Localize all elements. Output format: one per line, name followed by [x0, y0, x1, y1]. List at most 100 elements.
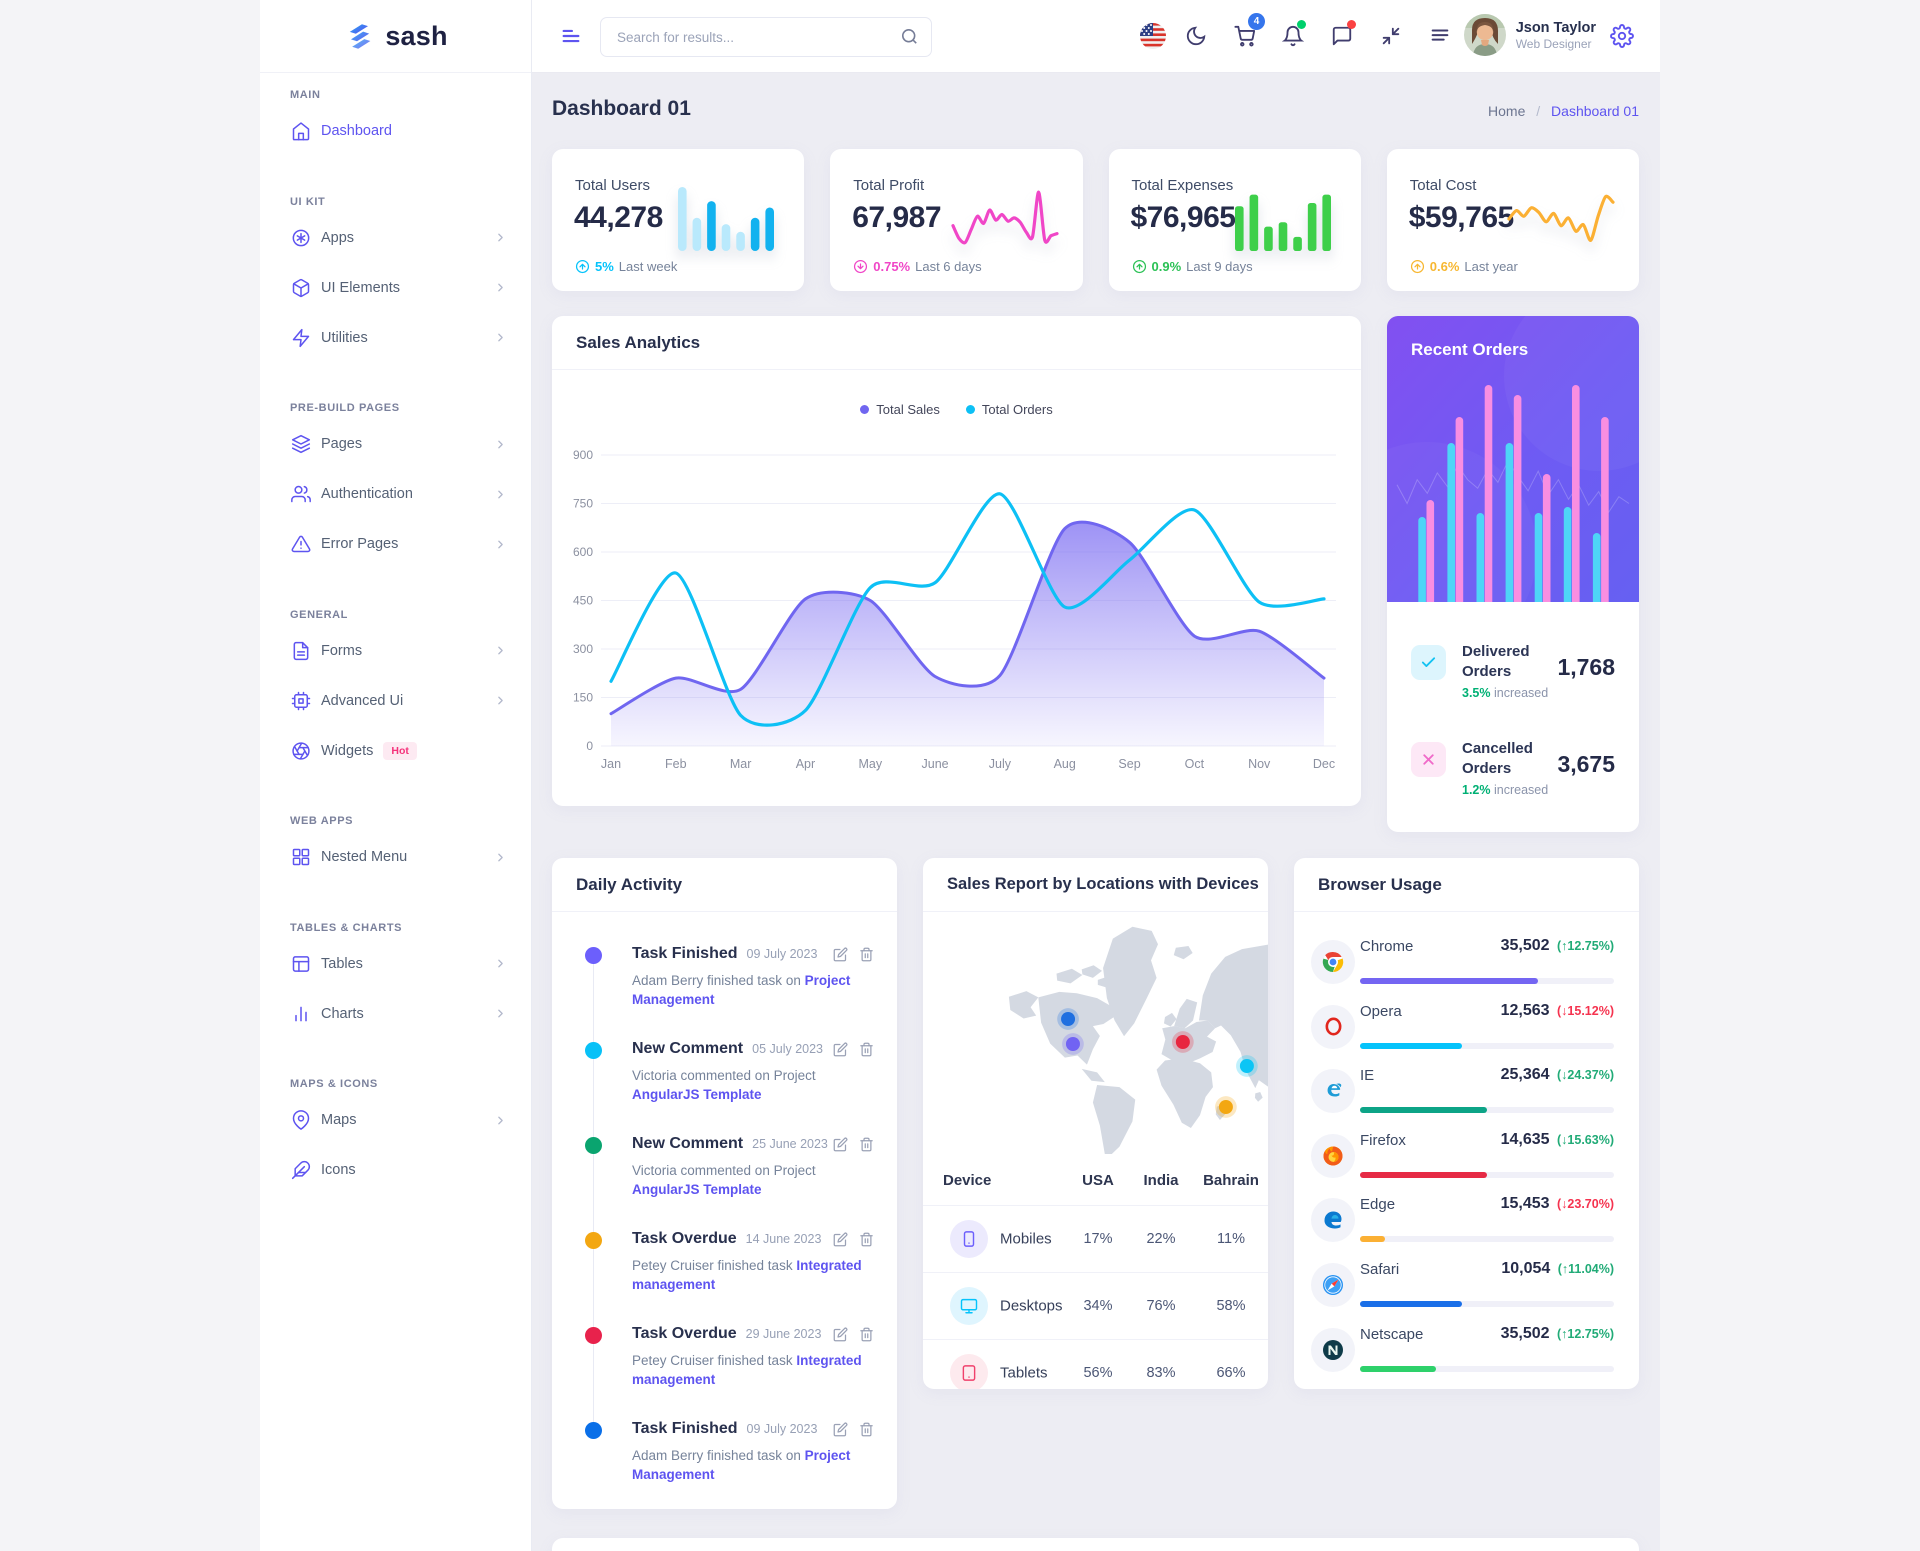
report-table-header: Device USA India Bahrain	[923, 1158, 1268, 1205]
delete-icon[interactable]	[859, 1137, 874, 1152]
edit-icon[interactable]	[833, 1042, 848, 1057]
activity-description: Victoria commented on Project AngularJS …	[632, 1161, 872, 1199]
settings-gear-icon[interactable]	[1610, 24, 1634, 48]
stat-title: Total Cost	[1409, 177, 1477, 194]
sidebar-item-utilities[interactable]: Utilities	[260, 318, 531, 358]
svg-text:Dec: Dec	[1313, 757, 1335, 771]
stat-period: Last 9 days	[1186, 259, 1253, 274]
activity-link[interactable]: AngularJS Template	[632, 1087, 762, 1102]
cart-icon[interactable]: 4	[1234, 13, 1265, 47]
svg-text:300: 300	[573, 642, 593, 656]
user-name: Json Taylor	[1515, 20, 1596, 36]
activity-dot	[585, 1327, 602, 1344]
sidebar-item-tables[interactable]: Tables	[260, 944, 531, 984]
legend-label: Total Sales	[876, 402, 940, 417]
delete-icon[interactable]	[859, 1327, 874, 1342]
brand[interactable]: sash	[260, 0, 531, 73]
legend-item[interactable]: Total Sales	[860, 402, 940, 417]
sidebar-item-widgets[interactable]: Widgets Hot	[260, 731, 531, 771]
sidebar-item-pages[interactable]: Pages	[260, 424, 531, 464]
edit-icon[interactable]	[833, 1327, 848, 1342]
avatar	[1463, 14, 1506, 56]
fullscreen-icon[interactable]	[1380, 25, 1402, 47]
edit-icon[interactable]	[833, 947, 848, 962]
browser-value: 15,453	[1500, 1195, 1550, 1213]
activity-date: 05 July 2023	[752, 1042, 824, 1056]
sidebar-section-label: WEB APPS	[290, 815, 354, 827]
sidebar-item-maps[interactable]: Maps	[260, 1100, 531, 1140]
messages-icon[interactable]	[1331, 20, 1356, 47]
stat-value: 44,278	[574, 201, 663, 234]
breadcrumb-current: Dashboard 01	[1551, 103, 1639, 119]
chevron-right-icon	[494, 281, 507, 294]
activity-text: Petey Cruiser finished task	[632, 1353, 797, 1368]
firefox-logo-icon	[1311, 1133, 1355, 1178]
activity-link[interactable]: Integrated management	[632, 1258, 862, 1292]
breadcrumb-home[interactable]: Home	[1488, 103, 1526, 119]
table-icon	[291, 954, 311, 974]
sidebar-item-icons[interactable]: Icons	[260, 1150, 531, 1190]
svg-text:750: 750	[573, 497, 593, 511]
browser-usage-title: Browser Usage	[1318, 874, 1442, 894]
file-text-icon	[291, 641, 311, 661]
page-title: Dashboard 01	[552, 97, 691, 120]
delete-icon[interactable]	[859, 1422, 874, 1437]
right-panel-icon[interactable]	[1429, 25, 1451, 47]
browser-name: Firefox	[1360, 1131, 1406, 1149]
legend-item[interactable]: Total Orders	[965, 402, 1053, 417]
delete-icon[interactable]	[859, 947, 874, 962]
browser-change: (↓15.12%)	[1557, 1003, 1614, 1018]
notifications-icon[interactable]	[1282, 20, 1306, 47]
delete-icon[interactable]	[859, 1232, 874, 1247]
sidebar-item-nested-menu[interactable]: Nested Menu	[260, 837, 531, 877]
activity-actions	[833, 1422, 874, 1437]
sidebar-item-apps[interactable]: Apps	[260, 218, 531, 258]
daily-activity-title: Daily Activity	[576, 874, 683, 894]
stat-value: 67,987	[852, 201, 942, 234]
chevron-right-icon	[494, 438, 507, 451]
tablet-icon	[950, 1354, 988, 1389]
order-label: Cancelled Orders	[1462, 740, 1533, 777]
marker-usa-north	[1057, 1008, 1079, 1030]
report-row-mobiles: Mobiles 17% 22% 11%	[923, 1205, 1268, 1272]
sidebar-toggle-icon[interactable]	[560, 25, 582, 47]
activity-text: Victoria commented on Project	[632, 1163, 816, 1178]
stat-change: 0.75%	[873, 259, 911, 274]
user-menu[interactable]: Json Taylor Web Designer	[1463, 14, 1596, 56]
delete-icon[interactable]	[859, 1042, 874, 1057]
svg-text:600: 600	[573, 545, 593, 559]
edit-icon[interactable]	[833, 1422, 848, 1437]
stat-card-total-users: Total Users 44,278 5% Last week	[552, 149, 805, 291]
dark-mode-icon[interactable]	[1185, 25, 1207, 47]
edit-icon[interactable]	[833, 1232, 848, 1247]
activity-link[interactable]: Project Management	[632, 973, 851, 1007]
sidebar-item-ui-elements[interactable]: UI Elements	[260, 268, 531, 308]
edit-icon[interactable]	[833, 1137, 848, 1152]
browser-change: (↑11.04%)	[1557, 1262, 1614, 1276]
sidebar-item-advanced-ui[interactable]: Advanced Ui	[260, 681, 531, 721]
sidebar-item-error-pages[interactable]: Error Pages	[260, 524, 531, 564]
sidebar-item-authentication[interactable]: Authentication	[260, 474, 531, 514]
sidebar-item-dashboard[interactable]: Dashboard	[260, 111, 531, 151]
stat-change: 0.6%	[1429, 259, 1460, 274]
activity-link[interactable]: AngularJS Template	[632, 1182, 762, 1197]
activity-link[interactable]: Project Management	[632, 1448, 851, 1482]
device-name: Tablets	[1000, 1364, 1048, 1382]
sidebar-item-charts[interactable]: Charts	[260, 994, 531, 1034]
browser-value-line: 14,635 (↓15.63%)	[1501, 1131, 1614, 1149]
feather-icon	[291, 1160, 311, 1180]
sidebar-item-forms[interactable]: Forms	[260, 631, 531, 671]
search-input[interactable]	[617, 18, 887, 56]
browser-value: 10,054	[1501, 1260, 1551, 1277]
search-icon[interactable]	[900, 27, 919, 46]
zap-icon	[291, 328, 311, 348]
stat-change: 0.9%	[1151, 259, 1182, 274]
activity-date: 09 July 2023	[746, 1422, 818, 1436]
browser-row-ie: IE 25,364 (↓24.37%)	[1311, 1059, 1614, 1123]
svg-text:Sep: Sep	[1118, 757, 1140, 771]
device-name: Mobiles	[1000, 1230, 1052, 1248]
activity-link[interactable]: Integrated management	[632, 1353, 862, 1387]
browser-name: Opera	[1360, 1002, 1402, 1020]
order-change-suffix: increased	[1490, 783, 1549, 797]
language-flag-icon[interactable]	[1139, 22, 1167, 50]
